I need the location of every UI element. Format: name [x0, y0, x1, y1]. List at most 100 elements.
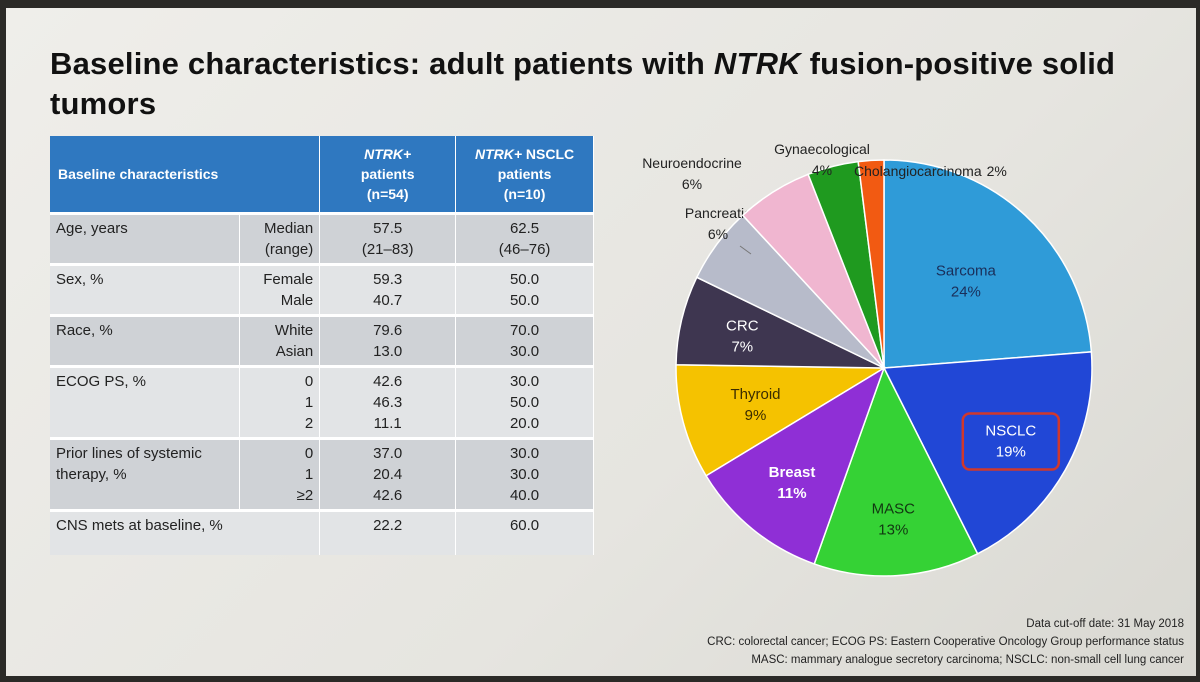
value-ntrk-patients: 42.6 46.3 11.1	[319, 365, 457, 439]
pie-slice-masc	[813, 366, 979, 577]
table-row: Prior lines of systemic therapy, % 0 1 ≥2 37.…	[50, 437, 594, 511]
table-header-row: Baseline characteristics NTRK+ patients …	[50, 136, 594, 214]
row-label-line: CNS mets at baseline, %	[56, 517, 223, 534]
row-label-line: Sex, %	[56, 271, 104, 288]
row-sublabel-line: 0	[304, 445, 314, 462]
value-ntrk-patients-line: 79.6	[373, 322, 403, 339]
header-patients-label: patients	[360, 166, 415, 182]
value-ntrk-patients-line: 57.5	[373, 220, 403, 237]
slice-value-gynaecological: 4%	[812, 162, 832, 178]
row-label: ECOG PS, %	[50, 365, 241, 439]
value-ntrk-nsclc: 70.0 30.0	[455, 314, 594, 367]
table-row: CNS mets at baseline, % 22.2 60.0	[50, 509, 594, 555]
row-sublabel: 0 1 ≥2	[239, 437, 321, 511]
row-label-line: Age, years	[56, 220, 128, 237]
row-label-line: Race, %	[56, 322, 113, 339]
value-ntrk-patients-line: 42.6	[373, 487, 403, 504]
pie-slice-sarcoma	[883, 159, 1093, 369]
value-ntrk-patients: 59.3 40.7	[319, 263, 457, 316]
title-part-3: fusion-positive solid tumors	[50, 46, 1116, 121]
slice-value-nsclc: 19%	[996, 444, 1026, 461]
row-sublabel-line: ≥2	[296, 487, 314, 504]
pie-slice-cholangiocarcinoma	[857, 159, 885, 369]
title-part-1: Baseline characteristics: adult patients…	[50, 46, 714, 81]
table-row: Race, % White Asian 79.6 13.0 70.0 30.0	[50, 314, 594, 367]
slice-value-crc: 7%	[731, 338, 753, 355]
footnote-abbrev-2: MASC: mammary analogue secretory carcino…	[751, 654, 1184, 666]
value-ntrk-nsclc: 30.0 50.0 20.0	[455, 365, 594, 439]
value-ntrk-patients-line: 46.3	[373, 394, 403, 411]
table-row: Sex, % Female Male 59.3 40.7 50.0 50.0	[50, 263, 594, 316]
row-sublabel-line: Male	[280, 292, 314, 309]
footnote-cutoff: Data cut-off date: 31 May 2018	[1026, 618, 1184, 630]
row-sublabel-line: 0	[304, 373, 314, 390]
value-ntrk-patients-line: 13.0	[373, 343, 403, 360]
pie-chart-svg: Sarcoma 24% NSCLC 19% MASC 13% Breast 11% Thyroi…	[642, 141, 1093, 577]
value-ntrk-nsclc: 30.0 30.0 40.0	[455, 437, 594, 511]
value-ntrk-nsclc-line: 30.0	[509, 373, 540, 390]
slice-label-gynaecological: Gynaecological	[774, 141, 870, 157]
leader-line-pancreatic	[739, 245, 752, 255]
value-ntrk-patients-line: 37.0	[373, 445, 403, 462]
slice-label-text: Cholangiocarcinoma	[854, 163, 982, 179]
table-row: ECOG PS, % 0 1 2 42.6 46.3 11.1 30.0 50.0 20.0	[50, 365, 594, 439]
value-ntrk-nsclc-line: 40.0	[509, 487, 540, 504]
value-ntrk-nsclc-line: 20.0	[509, 415, 540, 432]
value-ntrk-nsclc-line: 50.0	[509, 292, 540, 309]
row-sublabel-line: Median	[264, 220, 314, 237]
value-ntrk-nsclc: 62.5 (46–76)	[455, 212, 594, 265]
slice-value-neuroendocrine: 6%	[682, 176, 702, 192]
row-sublabel-line: 1	[304, 466, 314, 483]
value-ntrk-patients-line: 42.6	[373, 373, 403, 390]
slice-value-thyroid: 9%	[745, 407, 767, 424]
slice-value-breast: 11%	[777, 485, 806, 502]
value-ntrk-nsclc: 60.0	[455, 509, 594, 555]
row-sublabel: White Asian	[239, 314, 321, 367]
row-sublabel: 0 1 2	[239, 365, 321, 439]
slide: Baseline characteristics: adult patients…	[6, 8, 1196, 676]
row-label: Age, years	[50, 212, 241, 265]
slice-label-pancreatic: Pancreatic	[685, 205, 751, 221]
slice-value-pancreatic: 6%	[708, 226, 728, 242]
value-ntrk-nsclc-line: 30.0	[509, 343, 540, 360]
value-ntrk-nsclc-line: 50.0	[509, 271, 540, 288]
row-sublabel: Female Male	[239, 263, 321, 316]
value-ntrk-patients-line: (21–83)	[361, 241, 414, 258]
baseline-table: Baseline characteristics NTRK+ patients …	[50, 136, 594, 555]
slice-value-sarcoma: 24%	[951, 283, 981, 300]
slice-value-masc: 13%	[878, 522, 908, 539]
slice-label-cholangiocarcinoma: Cholangiocarcinoma 2%	[854, 163, 1007, 179]
row-sublabel-line: 2	[304, 415, 314, 432]
header-ntrk-nsclc-patients: NTRK+ NSCLC patients (n=10)	[455, 136, 594, 214]
row-sublabel-line: (range)	[264, 241, 314, 258]
slice-label-crc: CRC	[726, 317, 759, 334]
table-body: Age, years Median (range) 57.5 (21–83) 62.5 (4…	[50, 212, 594, 555]
table-row: Age, years Median (range) 57.5 (21–83) 62.5 (4…	[50, 212, 594, 265]
row-label: Prior lines of systemic therapy, %	[50, 437, 241, 511]
pie-slice-thyroid	[675, 364, 887, 477]
value-ntrk-nsclc-line: 30.0	[509, 445, 540, 462]
title-part-ntrk: NTRK	[713, 46, 801, 81]
value-ntrk-patients: 57.5 (21–83)	[319, 212, 457, 265]
slice-label-sarcoma: Sarcoma	[936, 262, 997, 279]
value-ntrk-patients-line: 59.3	[373, 271, 403, 288]
row-sublabel-line: Asian	[275, 343, 314, 360]
slice-label-masc: MASC	[872, 501, 916, 518]
header-ntrk-label: NTRK+	[364, 146, 412, 162]
row-label: Race, %	[50, 314, 241, 367]
slice-value-cholangiocarcinoma: 2%	[987, 163, 1007, 179]
nsclc-highlight-box	[961, 412, 1061, 471]
pie-chart: Sarcoma 24% NSCLC 19% MASC 13% Breast 11% Thyroi…	[606, 138, 1196, 608]
slice-label-breast: Breast	[769, 464, 816, 481]
row-label-line: therapy, %	[56, 466, 127, 483]
value-ntrk-nsclc-line: 60.0	[509, 517, 540, 534]
slice-label-nsclc: NSCLC	[985, 423, 1036, 440]
value-ntrk-nsclc: 50.0 50.0	[455, 263, 594, 316]
header-n-label: (n=54)	[366, 186, 409, 202]
row-sublabel: Median (range)	[239, 212, 321, 265]
header-ntrk-patients: NTRK+ patients (n=54)	[319, 136, 457, 214]
value-ntrk-nsclc-line: 50.0	[509, 394, 540, 411]
row-label: CNS mets at baseline, %	[50, 509, 321, 555]
slice-label-thyroid: Thyroid	[730, 386, 780, 403]
value-ntrk-patients-line: 11.1	[373, 415, 402, 432]
